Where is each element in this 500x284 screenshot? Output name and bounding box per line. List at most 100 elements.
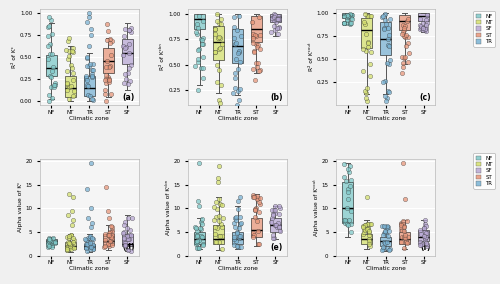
Point [101,244,109,248]
Point [45,99,53,103]
Point [236,236,244,240]
Point [66,244,74,248]
Point [417,24,425,29]
Point [248,231,256,235]
Point [107,92,115,97]
Point [254,61,262,65]
Point [420,233,428,238]
Point [67,232,75,237]
Point [47,75,55,80]
Point [362,32,370,36]
Point [421,222,429,226]
Point [346,163,354,168]
Point [67,246,75,251]
Point [272,26,280,31]
Point [126,26,134,30]
Point [386,248,394,252]
Point [422,230,430,235]
Point [210,26,218,31]
Point [402,44,409,48]
Point [44,57,52,62]
Point [105,216,113,220]
Point [232,218,239,223]
Point [128,216,136,221]
Point [69,194,77,199]
Point [126,228,134,233]
Point [251,208,259,212]
Point [123,234,131,238]
Point [47,85,55,90]
Point [422,241,430,245]
Point [268,216,276,221]
Point [416,240,424,245]
Point [106,239,114,244]
Point [194,204,202,208]
Point [238,34,246,38]
Point [86,243,94,248]
Point [48,237,56,242]
Point [198,217,206,222]
Point [359,69,367,73]
Point [101,238,109,242]
Point [108,39,116,43]
Point [398,234,406,239]
Point [194,238,202,243]
Point [270,208,278,212]
Point [198,41,206,46]
Point [252,34,260,39]
Point [420,26,428,30]
Point [342,205,350,210]
Point [102,99,110,103]
Point [378,80,386,84]
Point [422,18,430,22]
Point [422,26,430,30]
Point [361,89,369,93]
Point [400,35,408,40]
Point [123,226,131,231]
Point [102,81,110,86]
Point [381,229,389,233]
Point [400,56,407,60]
Point [44,239,52,244]
Point [124,65,132,70]
Point [342,21,350,26]
Point [386,16,394,21]
Point [420,225,428,230]
Point [275,211,283,216]
Point [404,41,412,46]
Point [46,244,54,248]
Point [86,93,94,98]
Point [50,85,58,90]
Point [198,220,205,224]
Point [403,241,411,246]
Point [386,58,394,63]
Point [106,242,114,247]
Point [86,241,94,245]
Point [82,20,90,24]
Point [340,21,348,26]
Point [275,17,283,22]
Point [105,244,113,248]
Point [69,70,77,75]
Point [254,196,262,200]
Point [398,221,406,225]
Point [417,231,425,236]
Point [121,46,129,50]
Point [340,218,348,222]
Point [381,230,389,235]
Point [89,247,97,251]
Point [366,239,374,243]
Point [216,68,224,72]
Point [272,20,280,24]
Point [344,14,351,19]
Point [383,240,391,244]
Point [345,218,353,223]
PathPatch shape [65,242,76,248]
Point [194,241,202,245]
Point [210,32,218,37]
Point [364,222,372,227]
Point [398,240,406,244]
Point [51,81,59,85]
Point [214,36,222,40]
Point [348,209,356,213]
